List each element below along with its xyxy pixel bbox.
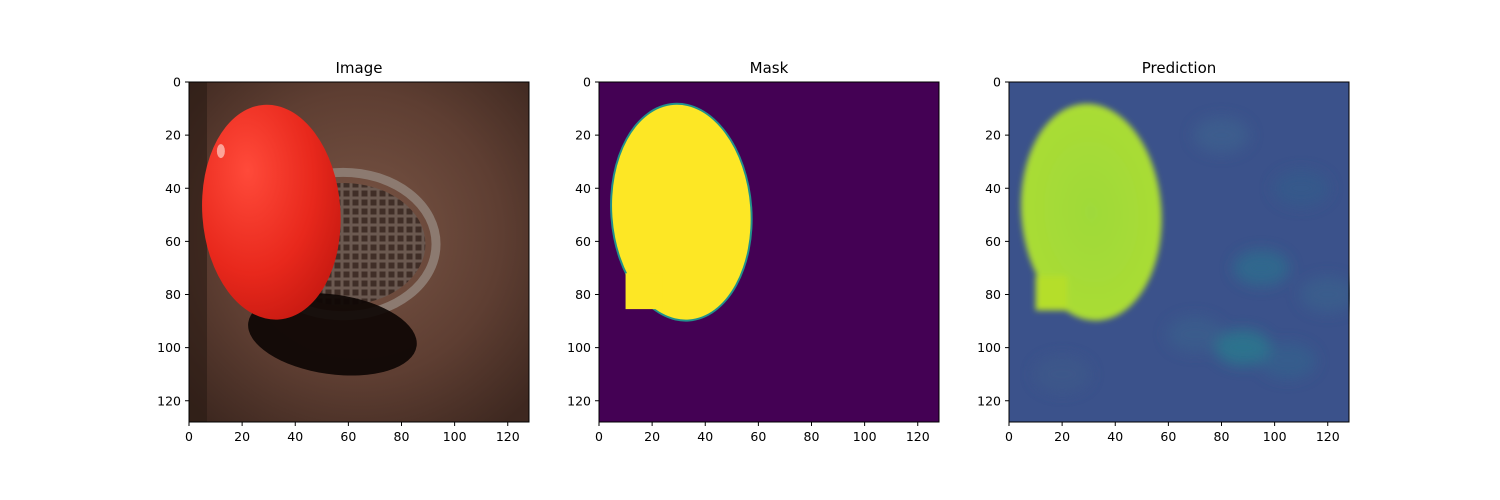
x-tick-label: 100 — [1263, 429, 1287, 444]
image-panel: Image 0 20 40 60 80 100 120 0 20 40 60 80 100 120 — [157, 59, 530, 444]
noise-blob — [1034, 356, 1091, 393]
mask-axes-frame — [598, 81, 940, 423]
x-tick-label: 20 — [234, 429, 250, 444]
noise-blob — [1233, 249, 1290, 286]
y-tick-label: 20 — [165, 128, 181, 143]
prediction-content — [1009, 82, 1350, 422]
prediction-panel: Prediction 0 20 40 60 80 100 120 0 20 40 60 80 100 120 — [977, 59, 1350, 444]
noise-blob — [1299, 276, 1350, 313]
mask-content — [599, 82, 939, 422]
x-tick-label: 0 — [185, 429, 193, 444]
image-content — [189, 82, 529, 422]
y-tick-label: 0 — [583, 75, 591, 90]
ball-highlight — [216, 144, 225, 159]
x-tick-label: 20 — [644, 429, 660, 444]
x-tick-label: 60 — [1160, 429, 1176, 444]
prediction-x-axis: 0 20 40 60 80 100 120 — [1005, 422, 1340, 444]
mask-panel: Mask 0 20 40 60 80 100 120 0 20 40 60 80 100 120 — [567, 59, 940, 444]
y-tick-label: 0 — [993, 75, 1001, 90]
x-tick-label: 60 — [750, 429, 766, 444]
noise-blob — [1273, 170, 1330, 207]
y-tick-label: 80 — [985, 287, 1001, 302]
noise-blob — [1259, 342, 1316, 379]
prediction-title: Prediction — [1142, 59, 1217, 77]
x-tick-label: 80 — [804, 429, 820, 444]
y-tick-label: 100 — [977, 340, 1001, 355]
x-tick-label: 120 — [1316, 429, 1340, 444]
image-y-axis: 0 20 40 60 80 100 120 — [157, 75, 189, 408]
y-tick-label: 80 — [165, 287, 181, 302]
prediction-noise — [1034, 117, 1350, 393]
noise-blob — [1166, 316, 1223, 353]
x-tick-label: 60 — [340, 429, 356, 444]
y-tick-label: 80 — [575, 287, 591, 302]
y-tick-label: 100 — [567, 340, 591, 355]
mask-notch — [625, 273, 663, 310]
mask-x-axis: 0 20 40 60 80 100 120 — [595, 422, 930, 444]
y-tick-label: 60 — [165, 234, 181, 249]
x-tick-label: 40 — [697, 429, 713, 444]
x-tick-label: 80 — [1214, 429, 1230, 444]
prediction-region — [1021, 103, 1162, 321]
x-tick-label: 40 — [1107, 429, 1123, 444]
x-tick-label: 120 — [496, 429, 520, 444]
y-tick-label: 20 — [575, 128, 591, 143]
image-axes-frame — [188, 81, 530, 423]
x-tick-label: 80 — [394, 429, 410, 444]
x-tick-label: 120 — [906, 429, 930, 444]
y-tick-label: 40 — [165, 181, 181, 196]
red-ball — [202, 104, 341, 320]
x-tick-label: 100 — [853, 429, 877, 444]
mask-ball — [612, 104, 751, 320]
mask-region — [610, 102, 753, 322]
x-tick-label: 40 — [287, 429, 303, 444]
y-tick-label: 100 — [157, 340, 181, 355]
wall-shadow — [189, 82, 207, 422]
y-tick-label: 20 — [985, 128, 1001, 143]
prediction-y-axis: 0 20 40 60 80 100 120 — [977, 75, 1009, 408]
y-tick-label: 60 — [985, 234, 1001, 249]
mask-y-axis: 0 20 40 60 80 100 120 — [567, 75, 599, 408]
y-tick-label: 40 — [985, 181, 1001, 196]
x-tick-label: 100 — [443, 429, 467, 444]
noise-blob — [1193, 117, 1250, 154]
y-tick-label: 120 — [567, 393, 591, 408]
noise-blob — [1214, 329, 1271, 366]
y-tick-label: 120 — [157, 393, 181, 408]
x-tick-label: 0 — [1005, 429, 1013, 444]
x-tick-label: 20 — [1054, 429, 1070, 444]
y-tick-label: 120 — [977, 393, 1001, 408]
y-tick-label: 40 — [575, 181, 591, 196]
prediction-notch — [1035, 275, 1068, 311]
x-tick-label: 0 — [595, 429, 603, 444]
y-tick-label: 60 — [575, 234, 591, 249]
image-title: Image — [336, 59, 383, 77]
prediction-axes-frame — [1008, 81, 1350, 423]
y-tick-label: 0 — [173, 75, 181, 90]
image-x-axis: 0 20 40 60 80 100 120 — [185, 422, 520, 444]
mask-title: Mask — [750, 59, 789, 77]
prediction-ball — [1021, 103, 1162, 321]
